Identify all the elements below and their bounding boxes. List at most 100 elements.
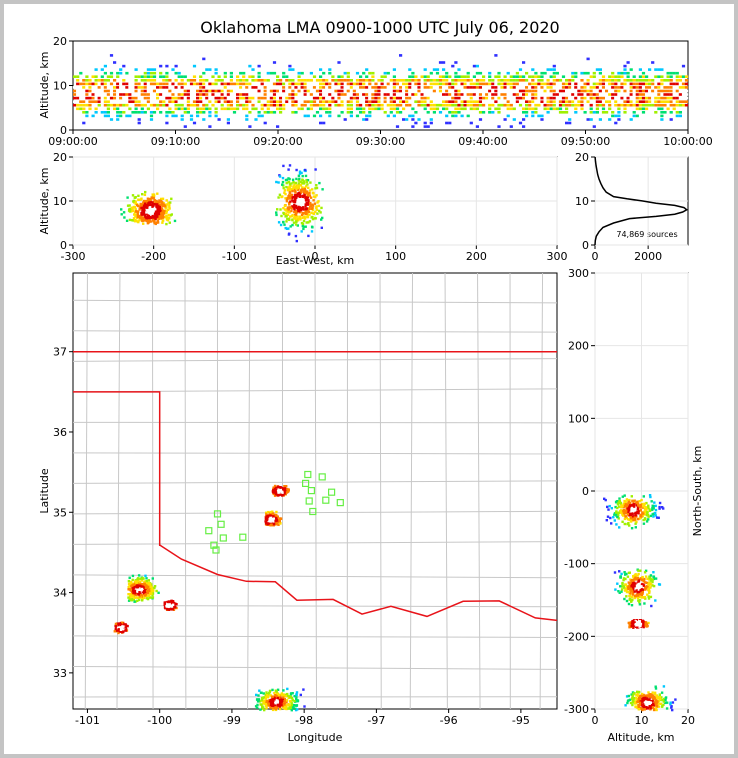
time-altitude-cell bbox=[438, 86, 443, 89]
time-altitude-cell bbox=[666, 100, 670, 103]
time-altitude-cell bbox=[186, 107, 190, 111]
altitude-ns-cell bbox=[628, 518, 631, 522]
plan-view-cell bbox=[133, 582, 137, 585]
time-altitude-cell bbox=[491, 82, 495, 86]
time-altitude-cell bbox=[146, 107, 150, 111]
time-altitude-cell bbox=[106, 75, 110, 78]
time-altitude-cell bbox=[518, 86, 523, 89]
east-west-cell bbox=[162, 213, 165, 216]
time-altitude-cell bbox=[257, 100, 261, 103]
time-altitude-cell bbox=[229, 93, 233, 96]
time-altitude-cell bbox=[614, 114, 618, 118]
time-altitude-cell bbox=[82, 79, 86, 82]
time-altitude-cell bbox=[291, 82, 295, 86]
time-altitude-cell bbox=[205, 100, 209, 103]
east-west-cell bbox=[302, 227, 305, 231]
time-altitude-cell bbox=[122, 64, 126, 68]
time-altitude-cell bbox=[429, 107, 433, 111]
time-altitude-cell bbox=[337, 61, 341, 64]
time-altitude-cell bbox=[549, 68, 553, 71]
time-altitude-cell bbox=[399, 111, 403, 114]
time-altitude-cell bbox=[82, 86, 86, 89]
time-altitude-cell bbox=[641, 71, 646, 75]
time-altitude-cell bbox=[196, 103, 200, 107]
time-altitude-cell bbox=[152, 71, 157, 75]
time-altitude-cell bbox=[349, 93, 353, 96]
time-altitude-cell bbox=[100, 96, 104, 100]
time-altitude-cell bbox=[359, 103, 363, 107]
time-altitude-cell bbox=[399, 89, 403, 93]
time-altitude-cell bbox=[684, 100, 689, 103]
time-altitude-cell bbox=[515, 100, 519, 103]
time-altitude-cell bbox=[657, 82, 661, 86]
east-west-cell bbox=[141, 193, 144, 196]
time-altitude-cell bbox=[116, 107, 120, 111]
time-altitude-cell bbox=[309, 103, 313, 107]
time-altitude-cell bbox=[494, 75, 498, 78]
altitude-ns-xlabel: Altitude, km bbox=[607, 731, 674, 744]
time-altitude-cell bbox=[537, 89, 541, 93]
time-altitude-cell bbox=[294, 86, 298, 89]
plan-view-cell bbox=[271, 514, 275, 517]
time-altitude-cell bbox=[620, 71, 624, 75]
time-altitude-cell bbox=[309, 107, 313, 111]
time-altitude-cell bbox=[561, 82, 566, 86]
time-altitude-cell bbox=[497, 71, 501, 75]
east-west-cell bbox=[148, 220, 151, 223]
plan-view-cell bbox=[293, 704, 296, 707]
time-altitude-cell bbox=[549, 107, 553, 111]
time-altitude-cell bbox=[518, 82, 523, 86]
east-west-cell bbox=[154, 217, 157, 220]
plan-view-cell bbox=[278, 704, 282, 707]
time-altitude-cell bbox=[248, 82, 252, 86]
altitude-ns-x-tick-label: 20 bbox=[681, 714, 695, 727]
time-altitude-cell bbox=[180, 79, 184, 82]
plan-view-cell bbox=[275, 487, 279, 490]
plan-view-cell bbox=[141, 597, 144, 601]
east-west-cell bbox=[306, 196, 310, 199]
time-altitude-cell bbox=[371, 103, 375, 107]
time-altitude-cell bbox=[457, 82, 461, 86]
time-altitude-cell bbox=[509, 125, 513, 128]
time-altitude-cell bbox=[156, 86, 160, 89]
time-altitude-cell bbox=[174, 82, 178, 86]
time-altitude-cell bbox=[365, 100, 369, 103]
plan-view-cell bbox=[271, 489, 275, 493]
time-altitude-cell bbox=[663, 103, 667, 107]
time-altitude-cell bbox=[525, 93, 529, 96]
east-west-cell bbox=[308, 194, 312, 197]
time-altitude-cell bbox=[309, 89, 313, 93]
time-altitude-cell bbox=[377, 93, 381, 96]
east-west-cell bbox=[280, 195, 283, 199]
plan-view-cell bbox=[273, 487, 277, 491]
time-altitude-cell bbox=[555, 82, 559, 86]
time-altitude-cell bbox=[100, 100, 104, 103]
time-altitude-cell bbox=[76, 100, 80, 103]
time-altitude-cell bbox=[442, 75, 446, 78]
east-west-cell bbox=[138, 208, 141, 211]
time-altitude-cell bbox=[334, 103, 338, 107]
time-altitude-cell bbox=[589, 75, 593, 78]
time-altitude-cell bbox=[152, 111, 157, 114]
east-west-cell bbox=[281, 176, 285, 180]
time-altitude-cell bbox=[232, 107, 237, 111]
time-altitude-cell bbox=[657, 100, 661, 103]
time-altitude-cell bbox=[368, 111, 372, 114]
time-altitude-cell bbox=[134, 111, 138, 114]
east-west-cell bbox=[156, 215, 159, 218]
time-altitude-cell bbox=[85, 89, 89, 93]
plan-view-cell bbox=[274, 493, 278, 496]
east-west-cell bbox=[309, 205, 312, 208]
time-altitude-cell bbox=[611, 100, 615, 103]
time-altitude-cell bbox=[463, 75, 467, 78]
east-west-cell bbox=[302, 203, 305, 207]
time-altitude-cell bbox=[641, 100, 646, 103]
time-altitude-cell bbox=[134, 96, 138, 100]
time-altitude-cell bbox=[272, 103, 277, 107]
time-altitude-cell bbox=[202, 57, 206, 61]
time-altitude-cell bbox=[236, 96, 240, 100]
time-altitude-cell bbox=[392, 100, 396, 103]
time-altitude-cell bbox=[171, 111, 175, 114]
time-altitude-cell bbox=[494, 86, 498, 89]
time-altitude-cell bbox=[509, 103, 513, 107]
